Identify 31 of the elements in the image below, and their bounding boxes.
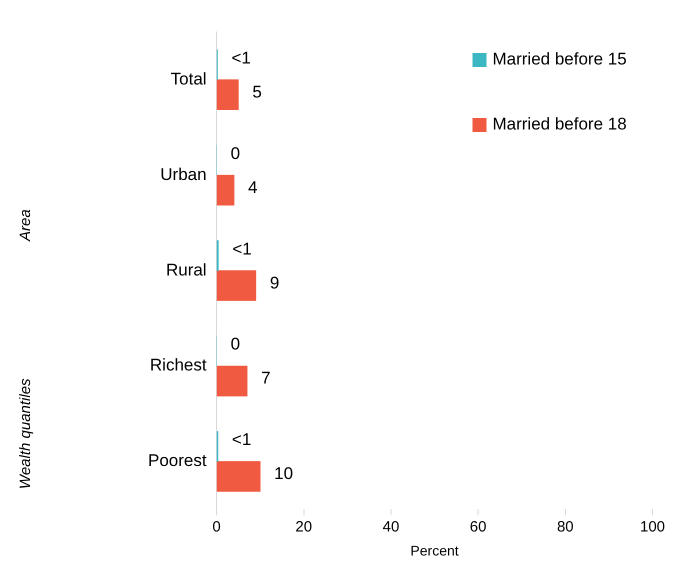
- text: Wealth quantiles: [17, 378, 34, 490]
- data-label: <1: [232, 239, 252, 258]
- y-tick-label: Urban: [160, 164, 207, 184]
- legend-label: Married before 18: [492, 114, 627, 134]
- data-label: 10: [274, 464, 294, 484]
- data-label: 0: [230, 334, 240, 354]
- x-tick-label: 100: [640, 518, 665, 536]
- x-tick-label: 0: [212, 518, 221, 536]
- data-label: <1: [231, 48, 251, 68]
- text: Area: [17, 209, 34, 242]
- data-label: 5: [252, 82, 262, 102]
- x-tick-label: 80: [556, 518, 574, 536]
- data-label: 7: [261, 368, 271, 388]
- y-tick-label: Total: [170, 69, 207, 88]
- bar: [216, 79, 239, 110]
- legend-label: Married before 15: [492, 50, 627, 69]
- bar: [216, 270, 256, 301]
- data-label: 0: [230, 144, 240, 163]
- x-tick-label: 20: [295, 518, 312, 536]
- bar: [216, 461, 261, 492]
- bar: [216, 174, 234, 206]
- data-label: <1: [232, 430, 252, 450]
- x-tick-label: 40: [382, 518, 400, 536]
- y-tick-label: Rural: [166, 260, 207, 280]
- x-axis-title: Percent: [410, 542, 459, 558]
- data-label: 9: [270, 273, 280, 292]
- y-tick-label: Poorest: [148, 451, 207, 470]
- x-tick-label: 60: [470, 518, 486, 536]
- bar: [216, 366, 248, 396]
- y-tick-label: Richest: [150, 356, 207, 375]
- data-label: 4: [248, 178, 258, 197]
